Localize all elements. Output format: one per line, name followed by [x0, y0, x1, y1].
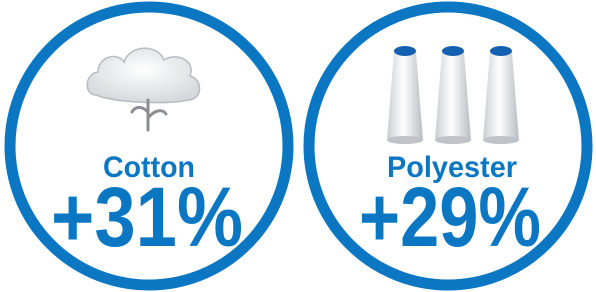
- page: Cotton +31% Polyester +29% (() => { cons…: [0, 0, 596, 292]
- spools-icon: [387, 46, 519, 144]
- change: +31%: [51, 170, 243, 264]
- infographic: Cotton +31% Polyester +29%: [0, 0, 596, 292]
- change: +29%: [359, 170, 541, 264]
